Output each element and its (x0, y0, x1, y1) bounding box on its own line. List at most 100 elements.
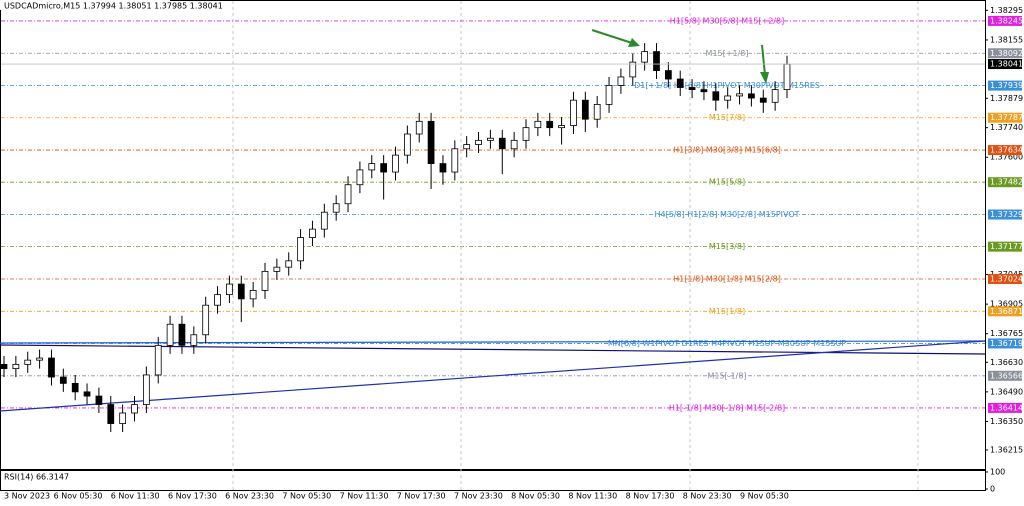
y-tick-label: 1.36630 (990, 358, 1023, 367)
candle-body (107, 404, 115, 424)
level-price-box (988, 209, 1022, 220)
candle-body (724, 95, 732, 101)
candle-body (641, 51, 649, 63)
x-tick-label: 8 Nov 23:30 (683, 492, 732, 501)
candle-body (593, 104, 601, 120)
candle-body (427, 120, 435, 164)
level-price-label: 1.36719 (990, 339, 1023, 348)
x-tick-label: 6 Nov 11:30 (111, 492, 160, 501)
candle-body (226, 283, 233, 296)
candle-body (736, 93, 743, 97)
candle-body (202, 304, 210, 336)
level-price-label: 1.36566 (990, 371, 1023, 380)
candle-body (581, 99, 589, 120)
x-tick-label: 8 Nov 05:30 (511, 492, 560, 501)
level-label: D1[+1/8] H4[6/8] H1PIVOT M30PIVOT M15RES (634, 81, 820, 90)
candle-body (190, 334, 198, 346)
level-label: M15[3/8] (709, 242, 745, 251)
candle-body (570, 99, 577, 126)
level-price-label: 1.37634 (990, 146, 1023, 155)
candle-body (332, 203, 340, 213)
candle-body (522, 127, 530, 141)
candle-body (48, 357, 55, 378)
candle-body (178, 323, 186, 346)
candle-body (759, 97, 767, 103)
candle-body (475, 139, 482, 145)
candle-body (214, 294, 221, 306)
level-price-label: 1.37329 (990, 210, 1023, 219)
x-tick-label: 8 Nov 11:30 (568, 492, 617, 501)
candle-body (71, 383, 79, 393)
candle-body (36, 357, 43, 361)
x-tick-label: 6 Nov 05:30 (54, 492, 103, 501)
level-label: H1[5/8] M30[5/8] M15[+2/8] (670, 16, 784, 25)
rsi-tick-label: 100 (990, 468, 1005, 477)
y-tick-label: 1.38155 (990, 35, 1023, 44)
candle-body (392, 154, 399, 173)
level-label: M15[7/8] (709, 113, 745, 122)
candle-body (617, 76, 625, 86)
y-tick-label: 1.36215 (990, 445, 1023, 454)
level-price-label: 1.36414 (990, 403, 1023, 412)
candle-body (261, 270, 269, 291)
y-tick-label: 1.36905 (990, 300, 1023, 309)
level-label: H1[3/8] M30[3/8] M15[6/8] (673, 146, 781, 155)
rsi-label: RSI(14) 66.3147 (4, 473, 69, 482)
candle-body (285, 260, 293, 268)
level-label: H4[5/8] H1[2/8] M30[2/8] M15PIVOT (654, 210, 799, 219)
level-price-box (988, 15, 1022, 26)
level-label: H1[-1/8] M30[-1/8] M15[-2/8] (669, 403, 785, 412)
candle-body (344, 184, 352, 205)
candles (0, 43, 791, 433)
level-price-box (988, 112, 1022, 123)
level-price-box (988, 306, 1022, 317)
candle-body (463, 144, 471, 150)
title-bg (0, 0, 170, 10)
x-tick-label: 7 Nov 05:30 (282, 492, 331, 501)
x-tick-label: 7 Nov 23:30 (454, 492, 503, 501)
candle-body (546, 120, 554, 129)
y-tick-label: 1.36490 (990, 387, 1023, 396)
candle-body (487, 137, 494, 141)
candle-body (439, 163, 447, 173)
candle-body (510, 139, 518, 150)
candle-body (166, 323, 174, 346)
chart-title: USDCADmicro,M15 1.37994 1.38051 1.37985 … (4, 2, 223, 11)
level-price-box (988, 48, 1022, 59)
y-tick-label: 1.37600 (990, 153, 1023, 162)
x-tick-label: 3 Nov 2023 (4, 492, 50, 501)
y-tick-label: 1.36765 (990, 329, 1023, 338)
level-price-box (988, 145, 1022, 156)
candle-body (237, 283, 245, 300)
level-price-box (988, 370, 1022, 381)
y-tick-label: 1.37879 (990, 94, 1023, 103)
x-tick-label: 9 Nov 05:30 (740, 492, 789, 501)
level-price-box (988, 80, 1022, 91)
candle-body (297, 237, 304, 262)
candle-body (664, 70, 672, 80)
candle-body (534, 120, 542, 129)
candle-body (320, 211, 328, 230)
level-price-label: 1.38092 (990, 49, 1023, 58)
level-price-box (988, 241, 1022, 252)
candle-body (95, 395, 103, 405)
candle-body (0, 363, 8, 370)
level-price-label: 1.38245 (990, 16, 1023, 25)
candle-body (700, 89, 708, 93)
level-price-label: 1.37787 (990, 113, 1023, 122)
candle-body (629, 61, 637, 78)
arrows (591, 29, 769, 84)
level-price-label: 1.36871 (990, 307, 1023, 316)
candle-body (451, 148, 459, 173)
candle-body (403, 133, 411, 156)
candle-body (273, 266, 281, 272)
level-price-box (988, 338, 1022, 349)
level-price-box (988, 402, 1022, 413)
candle-body (12, 363, 20, 370)
x-tick-label: 6 Nov 23:30 (225, 492, 274, 501)
candle-body (605, 84, 613, 105)
candle-body (498, 137, 506, 150)
level-price-label: 1.37939 (990, 81, 1023, 90)
level-price-label: 1.37482 (990, 178, 1023, 187)
